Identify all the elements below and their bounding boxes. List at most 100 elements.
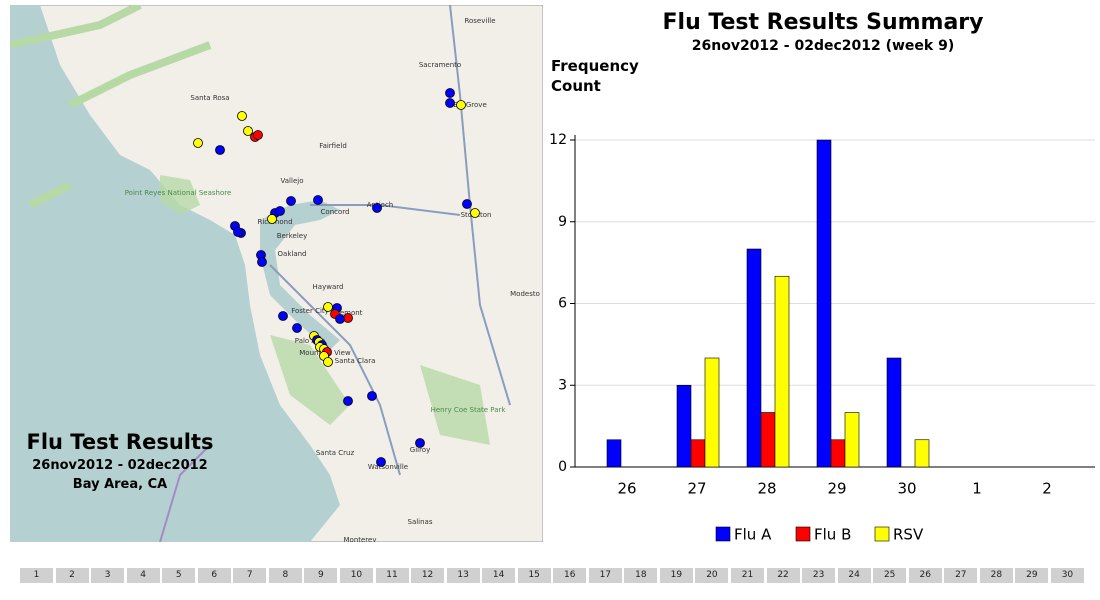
page-button[interactable]: 20: [695, 568, 729, 583]
map-marker: [445, 98, 455, 108]
y-tick-label: 3: [558, 377, 567, 393]
map-marker: [343, 313, 353, 323]
map-marker: [445, 88, 455, 98]
legend-swatch: [795, 526, 811, 542]
place-label: Hayward: [313, 283, 344, 291]
page-button[interactable]: 23: [802, 568, 836, 583]
map-marker: [470, 208, 480, 218]
map-region: Bay Area, CA: [72, 477, 168, 492]
bar: [914, 439, 930, 468]
page-button[interactable]: 10: [339, 568, 373, 583]
page-button[interactable]: 5: [162, 568, 196, 583]
map-marker: [193, 138, 203, 148]
x-tick-label: 1: [972, 480, 982, 498]
page-button[interactable]: 21: [731, 568, 764, 583]
page-button[interactable]: 6: [197, 568, 231, 583]
page-button[interactable]: 14: [482, 568, 516, 583]
legend-label: Flu A: [734, 526, 772, 544]
map-marker: [456, 100, 466, 110]
page-button[interactable]: 30: [1050, 568, 1084, 583]
map-marker: [367, 391, 377, 401]
page-button[interactable]: 11: [375, 568, 409, 583]
page-button[interactable]: 16: [553, 568, 587, 583]
bar: [844, 412, 860, 468]
x-tick-label: 29: [827, 480, 846, 498]
page-button[interactable]: 26: [908, 568, 942, 583]
place-label: Santa Cruz: [316, 449, 355, 457]
page-button[interactable]: 27: [944, 568, 978, 583]
x-tick-label: 26: [617, 480, 636, 498]
ocean: [10, 5, 340, 542]
place-label: Foster City: [291, 307, 329, 315]
bar: [606, 439, 622, 468]
place-label: Monterey: [344, 536, 377, 542]
map-marker: [323, 357, 333, 367]
page-button[interactable]: 12: [411, 568, 445, 583]
map-marker: [237, 111, 247, 121]
page-button[interactable]: 29: [1015, 568, 1049, 583]
map-marker: [372, 203, 382, 213]
bay: [260, 200, 340, 350]
page-button[interactable]: 22: [766, 568, 800, 583]
legend-swatch: [874, 526, 890, 542]
map-marker: [343, 396, 353, 406]
chart-title: Flu Test Results Summary: [663, 10, 984, 35]
page-button[interactable]: 19: [659, 568, 693, 583]
page-button[interactable]: 9: [304, 568, 338, 583]
place-label: Concord: [321, 208, 350, 216]
place-label: Salinas: [408, 518, 433, 526]
y-tick-label: 6: [558, 296, 567, 312]
legend-swatch: [715, 526, 731, 542]
x-tick-label: 27: [687, 480, 706, 498]
page-button[interactable]: 25: [873, 568, 907, 583]
map-caption: Flu Test Results 26nov2012 - 02dec2012 B…: [10, 430, 230, 492]
map-marker: [286, 196, 296, 206]
map-marker: [243, 126, 253, 136]
map-marker: [275, 206, 285, 216]
park: [10, 5, 212, 209]
x-tick-label: 30: [897, 480, 916, 498]
boundary: [159, 444, 211, 542]
place-label: Henry Coe State Park: [431, 406, 507, 414]
place-label: Modesto: [510, 290, 540, 298]
y-axis-label: Frequency Count: [551, 57, 639, 95]
park: [160, 175, 490, 445]
place-label: Oakland: [278, 250, 307, 258]
y-tick-label: 12: [549, 132, 567, 148]
chart: Flu Test Results Summary 26nov2012 - 02d…: [549, 10, 1095, 544]
bar: [886, 357, 902, 468]
page-button[interactable]: 1: [20, 568, 53, 583]
place-label: Gilroy: [410, 446, 430, 454]
page-button[interactable]: 4: [126, 568, 160, 583]
map-marker: [257, 257, 267, 267]
place-label: Santa Rosa: [190, 94, 229, 102]
page-button[interactable]: 18: [624, 568, 658, 583]
page-button[interactable]: 7: [233, 568, 267, 583]
map-marker: [267, 214, 277, 224]
bar: [746, 248, 762, 468]
page-button[interactable]: 3: [91, 568, 125, 583]
bar: [830, 439, 846, 468]
place-label: Sacramento: [419, 61, 461, 69]
place-label: Elk Grove: [453, 101, 487, 109]
place-label: Berkeley: [277, 232, 308, 240]
map-marker: [278, 311, 288, 321]
page-button[interactable]: 28: [979, 568, 1013, 583]
bar: [816, 139, 832, 468]
bar: [690, 439, 706, 468]
y-tick-label: 9: [558, 214, 567, 230]
x-tick-label: 28: [757, 480, 776, 498]
page-button[interactable]: 17: [588, 568, 622, 583]
place-label: Fairfield: [319, 142, 347, 150]
place-label: Vallejo: [281, 177, 304, 185]
page-button[interactable]: 15: [517, 568, 551, 583]
legend-label: Flu B: [814, 526, 851, 544]
page-button[interactable]: 2: [55, 568, 89, 583]
bar: [760, 412, 776, 468]
map-marker: [313, 195, 323, 205]
page-button[interactable]: 8: [268, 568, 302, 583]
place-label: Point Reyes National Seashore: [125, 189, 232, 197]
page-button[interactable]: 13: [446, 568, 480, 583]
map-marker: [462, 199, 472, 209]
page-button[interactable]: 24: [837, 568, 871, 583]
